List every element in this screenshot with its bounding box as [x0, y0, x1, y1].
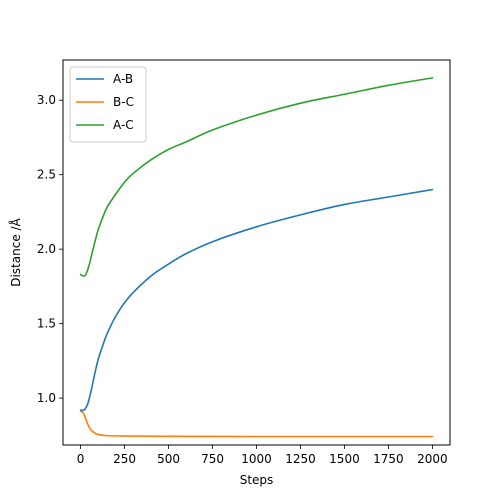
x-axis-label: Steps — [240, 473, 274, 487]
y-tick-label: 1.0 — [37, 391, 56, 405]
legend-box — [69, 66, 147, 143]
legend-label-a-b: A-B — [113, 72, 133, 86]
x-tick-label: 2000 — [417, 452, 448, 466]
legend-label-a-c: A-C — [113, 118, 134, 132]
x-tick-label: 1000 — [241, 452, 272, 466]
series-line-a-b — [79, 188, 434, 412]
y-tick-label: 3.0 — [37, 93, 56, 107]
series-layer — [79, 77, 434, 438]
x-tick-label: 750 — [201, 452, 224, 466]
x-tick-label: 0 — [77, 452, 85, 466]
y-axis-ticks: 1.0 1.5 2.0 2.5 3.0 — [37, 93, 63, 405]
y-axis-label: Distance /Å — [8, 217, 23, 286]
x-tick-label: 1750 — [373, 452, 404, 466]
x-tick-label: 500 — [157, 452, 180, 466]
legend-label-b-c: B-C — [113, 95, 134, 109]
y-tick-label: 2.5 — [37, 168, 56, 182]
y-tick-label: 1.5 — [37, 317, 56, 331]
x-tick-label: 1250 — [285, 452, 316, 466]
x-tick-label: 250 — [113, 452, 136, 466]
y-tick-label: 2.0 — [37, 242, 56, 256]
legend: A-B B-C A-C — [69, 66, 147, 143]
series-line-b-c — [79, 410, 434, 438]
x-tick-label: 1500 — [329, 452, 360, 466]
series-line-a-c — [79, 77, 434, 277]
x-axis-ticks: 0 250 500 750 1000 1250 1500 1750 2000 — [77, 445, 448, 466]
